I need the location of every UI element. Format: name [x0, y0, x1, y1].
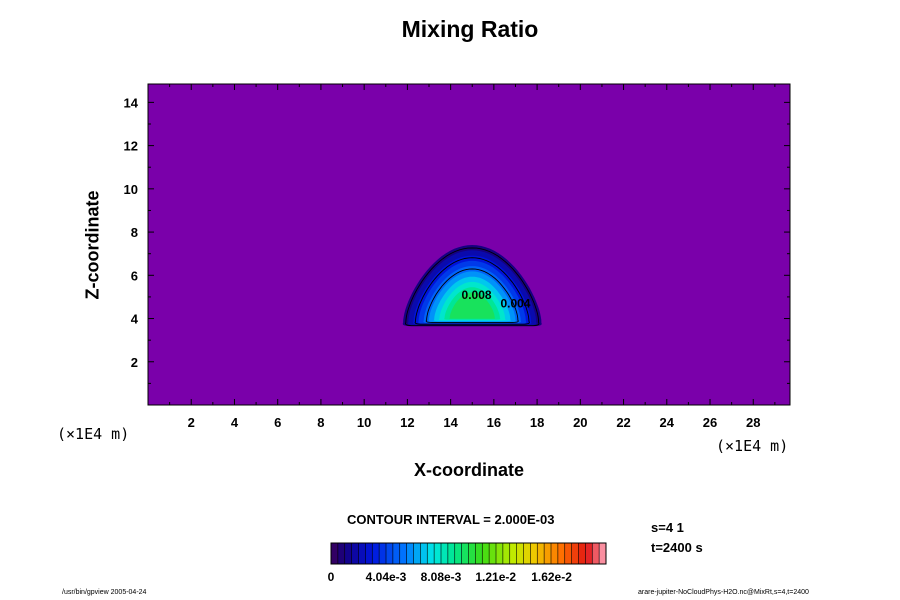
x-tick-label: 24: [660, 415, 675, 430]
x-tick-label: 12: [400, 415, 414, 430]
contour-label: 0.004: [500, 297, 530, 311]
contour-interval-text: CONTOUR INTERVAL = 2.000E-03: [347, 512, 555, 527]
footer-command: /usr/bin/gpview 2005-04-24: [62, 589, 147, 596]
contour-line: [414, 257, 530, 325]
chart-title: Mixing Ratio: [401, 16, 539, 42]
x-tick-label: 26: [703, 415, 717, 430]
contour-labels: 0.008 0.004: [462, 288, 531, 311]
contour-fill-level: [449, 292, 496, 319]
contour-line: [425, 268, 519, 323]
x-axis-label: X-coordinate: [413, 460, 524, 480]
plot-background: [148, 84, 790, 405]
y-tick-label: 12: [124, 139, 138, 154]
y-tick-label: 8: [131, 225, 138, 240]
contour-line: [405, 247, 540, 327]
x-tick-label: 6: [274, 415, 281, 430]
x-tick-label: 22: [616, 415, 630, 430]
step-annotation: s=4 1: [651, 520, 684, 535]
y-tick-label: 10: [124, 182, 138, 197]
y-axis-unit: (×1E4 m): [57, 425, 130, 443]
y-axis-label: Z-coordinate: [82, 190, 103, 300]
y-tick-label: 2: [131, 355, 138, 370]
x-tick-label: 2: [188, 415, 195, 430]
x-axis-ticks: 2 4 6 8 10 12 14 16 18 20 22 24 26 28: [169, 84, 776, 430]
y-axis-ticks: 2 4 6 8 10 12 14: [124, 95, 790, 384]
x-axis-unit: (×1E4 m): [716, 437, 789, 455]
x-tick-label: 20: [573, 415, 587, 430]
x-tick-label: 10: [357, 415, 371, 430]
plot-frame: [147, 83, 791, 406]
x-tick-label: 18: [530, 415, 544, 430]
y-tick-label: 4: [131, 312, 139, 327]
x-tick-label: 8: [317, 415, 324, 430]
time-annotation: t=2400 s: [651, 540, 703, 555]
y-tick-label: 6: [131, 268, 138, 283]
x-tick-label: 14: [443, 415, 458, 430]
x-tick-label: 28: [746, 415, 760, 430]
contour-line-group: [405, 247, 540, 327]
x-tick-label: 4: [231, 415, 239, 430]
footer-source: arare-jupiter-NoCloudPhys-H2O.nc@MixRt,s…: [638, 589, 809, 596]
y-tick-label: 14: [124, 95, 139, 110]
x-tick-label: 16: [487, 415, 501, 430]
contour-label: 0.008: [462, 288, 492, 302]
